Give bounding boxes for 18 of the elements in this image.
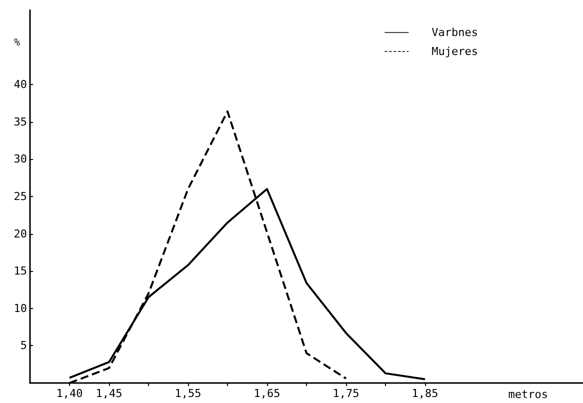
y-tick-label: 25 <box>14 190 27 203</box>
y-tick-label: 15 <box>14 264 27 278</box>
y-tick-label: 10 <box>14 302 27 315</box>
x-tick-label: 1,75 <box>332 387 360 400</box>
y-tick-label: 5 <box>20 339 27 352</box>
legend-label: Mujeres <box>432 45 478 58</box>
x-tick-label: 1,40 <box>56 387 83 400</box>
x-tick-label: 1,65 <box>254 387 280 400</box>
x-tick-label: 1,85 <box>412 387 438 400</box>
y-tick-label: 30 <box>14 152 27 166</box>
y-tick-label: 20 <box>14 227 27 240</box>
y-tick-label: 40 <box>14 78 27 92</box>
y-tick-label: 35 <box>14 115 27 128</box>
x-tick-label: 1,55 <box>174 387 202 400</box>
legend-label: Varbnes <box>432 26 478 39</box>
y-axis-title: % <box>14 38 20 48</box>
x-tick-label: 1,45 <box>96 387 122 400</box>
x-axis-title: metros <box>508 388 548 401</box>
